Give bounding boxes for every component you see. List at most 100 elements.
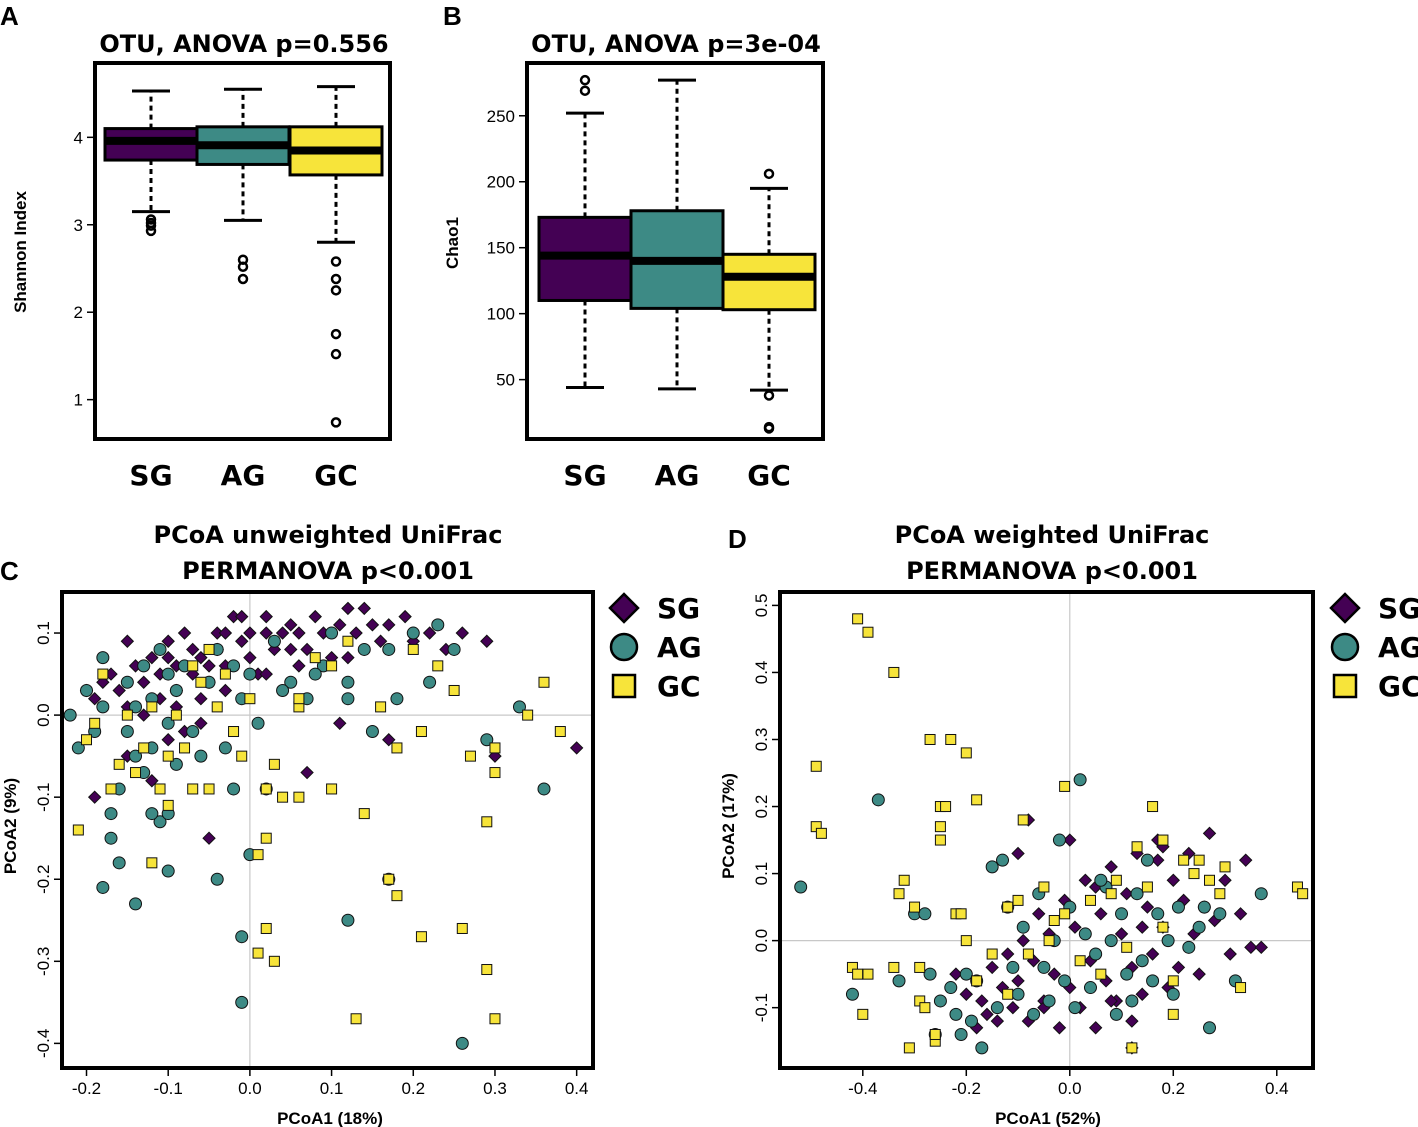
chart-c-xtick-label: 0.2 bbox=[401, 1079, 425, 1098]
box-iqr bbox=[721, 252, 817, 312]
gc-point bbox=[862, 626, 874, 638]
gc-point bbox=[960, 747, 972, 759]
gc-point bbox=[162, 750, 174, 762]
gc-point bbox=[252, 947, 264, 959]
ag-point bbox=[455, 1036, 469, 1050]
ag-point bbox=[1089, 947, 1103, 961]
ag-point bbox=[1016, 920, 1030, 934]
ag-point bbox=[267, 634, 281, 648]
ag-point bbox=[1078, 927, 1092, 941]
ag-point bbox=[96, 700, 110, 714]
gc-point bbox=[857, 1008, 869, 1020]
chart-a-ytick-label: 4 bbox=[74, 128, 83, 147]
gc-point bbox=[154, 783, 166, 795]
gc-point bbox=[162, 799, 174, 811]
gc-point bbox=[815, 827, 827, 839]
sg-point bbox=[202, 831, 216, 845]
sg-point bbox=[259, 667, 273, 681]
sg-point bbox=[480, 634, 494, 648]
gc-point bbox=[810, 760, 822, 772]
ag-point bbox=[794, 880, 808, 894]
sg-point bbox=[1078, 873, 1093, 887]
sg-point bbox=[341, 650, 355, 665]
gc-point bbox=[1193, 854, 1205, 866]
sg-point bbox=[333, 716, 347, 731]
ag-point bbox=[235, 930, 249, 944]
sg-point bbox=[120, 634, 135, 648]
ag-point bbox=[161, 667, 175, 681]
ag-point bbox=[1182, 940, 1196, 954]
sg-point bbox=[194, 716, 208, 731]
ag-point bbox=[153, 642, 167, 656]
gc-point bbox=[277, 791, 289, 803]
gc-point bbox=[268, 955, 280, 967]
sg-point bbox=[949, 967, 963, 981]
ag-point bbox=[104, 807, 118, 821]
legend-label-sg: SG bbox=[1378, 592, 1418, 625]
chart-d-series-sg bbox=[949, 813, 1268, 1055]
sg-point bbox=[87, 790, 102, 804]
sg-point bbox=[259, 609, 273, 624]
sg-point bbox=[275, 626, 290, 640]
gc-point bbox=[1043, 935, 1055, 947]
sg-point bbox=[1171, 960, 1186, 975]
ag-point bbox=[218, 741, 232, 755]
ag-point bbox=[325, 626, 339, 640]
ag-point bbox=[447, 642, 461, 656]
chart-b-xtick-gc: GC bbox=[747, 459, 791, 492]
chart-d-legend: SG AG GC bbox=[1329, 592, 1418, 703]
panel-label-b: B bbox=[443, 1, 462, 31]
chart-c-title-line1: PCoA unweighted UniFrac bbox=[154, 521, 503, 549]
ag-point bbox=[949, 1007, 963, 1021]
ag-point bbox=[1161, 934, 1175, 948]
chart-a-box-gc bbox=[288, 85, 384, 428]
legend-marker-gc bbox=[1332, 673, 1358, 699]
sg-point bbox=[1125, 1014, 1139, 1028]
chart-b-boxplot: 50 100 150 200 250 SG AG GC bbox=[487, 61, 825, 492]
chart-c-xlabel: PCoA1 (18%) bbox=[277, 1109, 383, 1127]
sg-point bbox=[292, 626, 306, 640]
chart-d-ytick-label: 0.3 bbox=[752, 728, 771, 752]
gc-point bbox=[1167, 975, 1179, 987]
gc-point bbox=[1095, 968, 1107, 980]
chart-b-box-ag bbox=[629, 78, 725, 391]
gc-point bbox=[375, 701, 387, 713]
chart-c-xtick-label: 0.4 bbox=[565, 1079, 589, 1098]
ag-point bbox=[227, 782, 241, 796]
chart-b-box-gc bbox=[721, 168, 817, 434]
gc-point bbox=[489, 742, 501, 754]
chart-d-ylabel: PCoA2 (17%) bbox=[719, 773, 738, 879]
chart-d-xtick-label: 0.4 bbox=[1265, 1079, 1289, 1098]
ag-point bbox=[845, 987, 859, 1001]
ag-point bbox=[933, 994, 947, 1008]
outlier-point bbox=[763, 168, 775, 180]
gc-point bbox=[934, 834, 946, 846]
ag-point bbox=[120, 725, 134, 739]
ag-point bbox=[1135, 954, 1149, 968]
gc-point bbox=[1048, 915, 1060, 927]
gc-point bbox=[350, 1013, 362, 1025]
chart-d-series-gc bbox=[810, 613, 1309, 1054]
sg-point bbox=[1135, 920, 1149, 934]
gc-point bbox=[203, 643, 215, 655]
sg-point bbox=[1151, 853, 1165, 867]
gc-point bbox=[342, 635, 354, 647]
sg-point bbox=[1239, 853, 1253, 867]
sg-point bbox=[1011, 846, 1025, 861]
sg-point bbox=[357, 601, 371, 616]
sg-point bbox=[186, 642, 200, 657]
ag-point bbox=[985, 860, 999, 874]
gc-point bbox=[1167, 1008, 1179, 1020]
gc-point bbox=[893, 888, 905, 900]
outlier-point bbox=[330, 256, 342, 267]
chart-c-series-ag bbox=[63, 618, 551, 1050]
chart-a-title: OTU, ANOVA p=0.556 bbox=[99, 30, 388, 58]
gc-point bbox=[432, 660, 444, 672]
gc-point bbox=[415, 931, 427, 943]
ag-point bbox=[959, 967, 973, 981]
sg-point bbox=[1140, 900, 1155, 914]
ag-point bbox=[243, 667, 257, 681]
sg-point bbox=[975, 994, 989, 1008]
sg-point bbox=[1088, 1021, 1103, 1035]
chart-a-xtick-ag: AG bbox=[221, 459, 266, 492]
